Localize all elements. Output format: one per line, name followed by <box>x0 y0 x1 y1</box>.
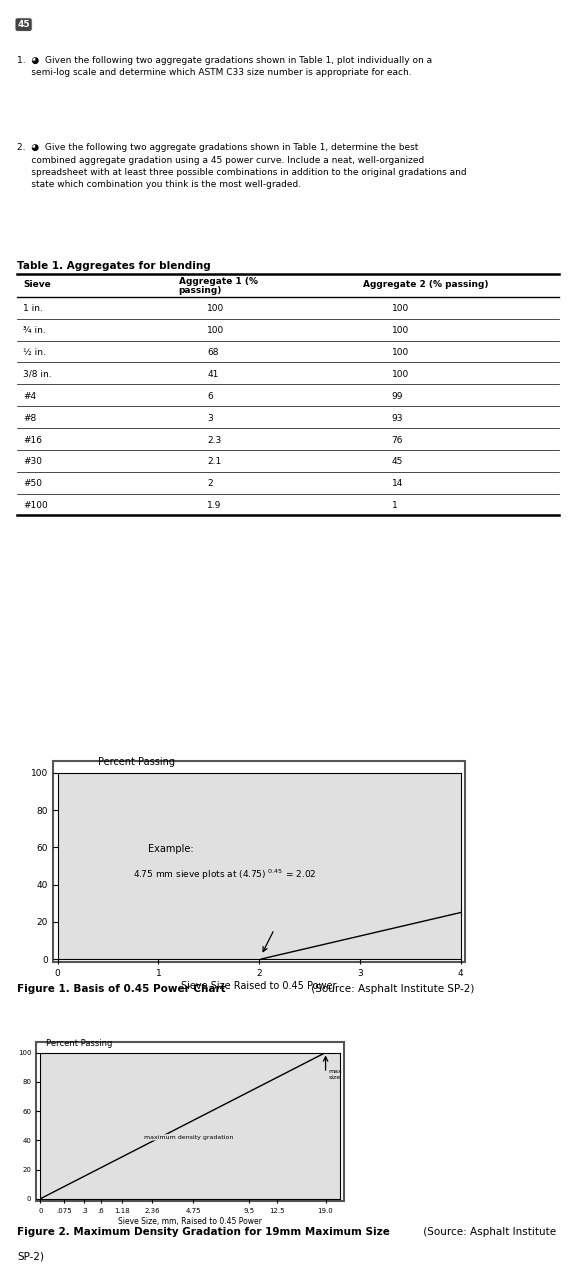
Text: Sieve: Sieve <box>23 280 51 289</box>
Text: 45: 45 <box>17 20 30 29</box>
Text: 45: 45 <box>392 457 403 466</box>
Text: SP-2): SP-2) <box>17 1251 44 1261</box>
Text: 2.  ◕  Give the following two aggregate gradations shown in Table 1, determine t: 2. ◕ Give the following two aggregate gr… <box>17 143 467 189</box>
Text: 68: 68 <box>207 348 219 357</box>
Text: #50: #50 <box>23 479 42 488</box>
Text: 100: 100 <box>392 305 409 314</box>
Text: 2.1: 2.1 <box>207 457 222 466</box>
Text: #4: #4 <box>23 392 36 401</box>
Text: 1.9: 1.9 <box>207 500 222 511</box>
Text: 93: 93 <box>392 413 403 422</box>
Text: 100: 100 <box>392 370 409 379</box>
Text: Figure 1. Basis of 0.45 Power Chart: Figure 1. Basis of 0.45 Power Chart <box>17 984 226 995</box>
Text: 1 in.: 1 in. <box>23 305 43 314</box>
Text: 3/8 in.: 3/8 in. <box>23 370 52 379</box>
Text: Percent Passing: Percent Passing <box>46 1039 112 1048</box>
Text: 100: 100 <box>392 326 409 335</box>
Text: #8: #8 <box>23 413 36 422</box>
Text: #30: #30 <box>23 457 42 466</box>
Text: Figure 2. Maximum Density Gradation for 19mm Maximum Size: Figure 2. Maximum Density Gradation for … <box>17 1226 390 1236</box>
Text: passing): passing) <box>179 285 222 294</box>
Text: ✓  Ⓐ 9:00 م | 0.5ك.ب/ث   KOREK: ✓ Ⓐ 9:00 م | 0.5ك.ب/ث KOREK <box>427 20 559 29</box>
Text: #16: #16 <box>23 435 42 444</box>
Text: #100: #100 <box>23 500 48 511</box>
Text: ¾ in.: ¾ in. <box>23 326 46 335</box>
Bar <box>53 762 465 963</box>
Text: 76: 76 <box>392 435 403 444</box>
Text: (Source: Asphalt Institute SP-2): (Source: Asphalt Institute SP-2) <box>308 984 475 995</box>
Text: Aggregate 1 (%: Aggregate 1 (% <box>179 278 257 287</box>
Text: 2.3: 2.3 <box>207 435 222 444</box>
Text: 100: 100 <box>392 348 409 357</box>
Text: 14: 14 <box>392 479 403 488</box>
Text: 1.  ◕  Given the following two aggregate gradations shown in Table 1, plot indiv: 1. ◕ Given the following two aggregate g… <box>17 55 433 77</box>
Text: ≈  .ull .ull: ≈ .ull .ull <box>63 20 107 29</box>
Text: (Source: Asphalt Institute: (Source: Asphalt Institute <box>420 1226 556 1236</box>
Text: ½ in.: ½ in. <box>23 348 46 357</box>
Text: Table 1. Aggregates for blending: Table 1. Aggregates for blending <box>17 261 211 271</box>
Text: 100: 100 <box>207 305 225 314</box>
Text: 41: 41 <box>207 370 219 379</box>
Text: 2: 2 <box>207 479 213 488</box>
Text: Sieve Size, mm, Raised to 0.45 Power: Sieve Size, mm, Raised to 0.45 Power <box>118 1217 262 1226</box>
Text: 3: 3 <box>207 413 213 422</box>
Text: Sieve Size Raised to 0.45 Power: Sieve Size Raised to 0.45 Power <box>181 980 337 991</box>
Text: 100: 100 <box>207 326 225 335</box>
Text: 99: 99 <box>392 392 403 401</box>
Text: Aggregate 2 (% passing): Aggregate 2 (% passing) <box>363 280 488 289</box>
Text: 6: 6 <box>207 392 213 401</box>
Text: 1: 1 <box>392 500 397 511</box>
Bar <box>36 1042 344 1202</box>
Text: Percent Passing: Percent Passing <box>98 756 175 767</box>
